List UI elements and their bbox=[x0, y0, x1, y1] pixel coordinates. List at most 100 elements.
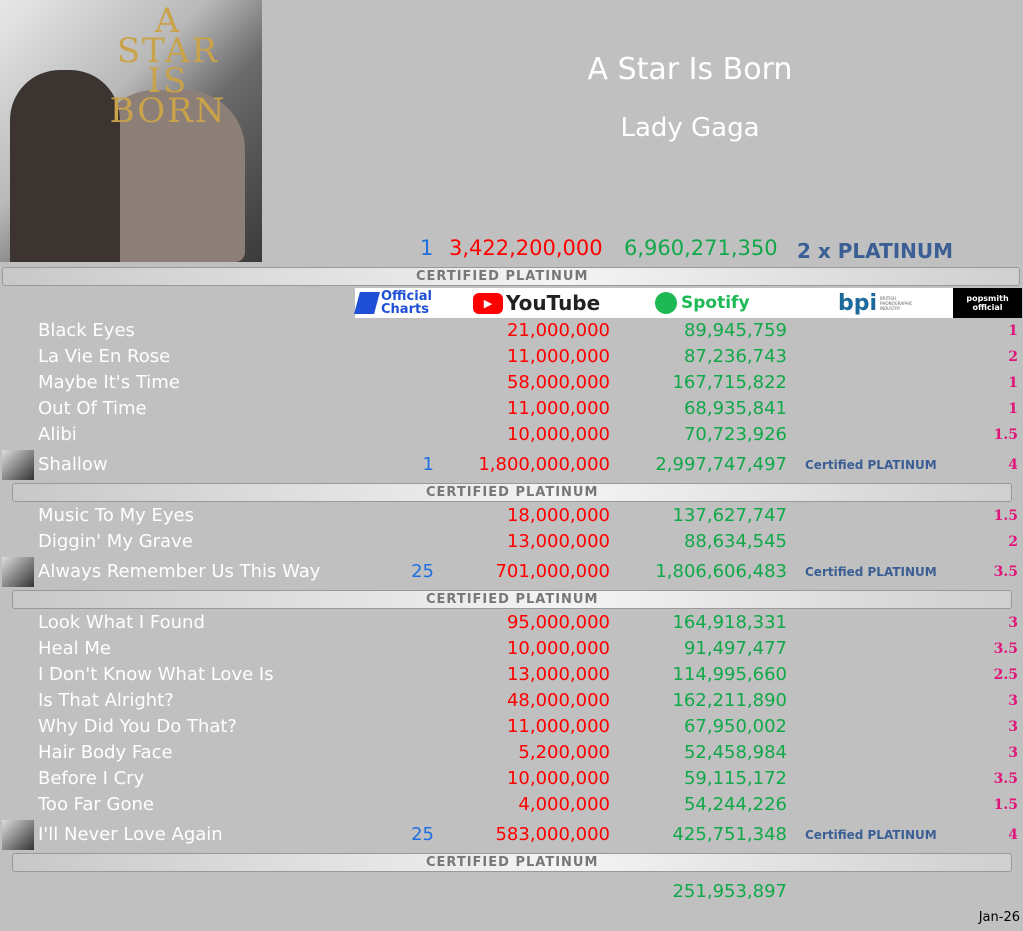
track-row: Look What I Found 95,000,000 164,918,331 3 bbox=[0, 612, 1023, 636]
rating: 1.5 bbox=[993, 427, 1018, 443]
album-cert-bar: CERTIFIED PLATINUM bbox=[2, 267, 1020, 286]
track-title: I Don't Know What Love Is bbox=[38, 664, 274, 685]
rating: 1.5 bbox=[993, 508, 1018, 524]
album-cover-logo: A STAR IS BORN bbox=[109, 1, 227, 131]
youtube-views: 11,000,000 bbox=[506, 346, 610, 367]
spotify-streams: 88,634,545 bbox=[683, 531, 787, 552]
youtube-views: 10,000,000 bbox=[506, 768, 610, 789]
track-title: Music To My Eyes bbox=[38, 505, 194, 526]
rating: 4 bbox=[1008, 827, 1018, 843]
track-row: Out Of Time 11,000,000 68,935,841 1 bbox=[0, 398, 1023, 422]
certification: Certified PLATINUM bbox=[805, 828, 937, 842]
youtube-views: 95,000,000 bbox=[506, 612, 610, 633]
spotify-logo: Spotify bbox=[655, 288, 750, 318]
spotify-streams: 425,751,348 bbox=[672, 824, 787, 845]
spotify-streams: 114,995,660 bbox=[672, 664, 787, 685]
track-row: La Vie En Rose 11,000,000 87,236,743 2 bbox=[0, 346, 1023, 370]
cert-label: CERTIFIED PLATINUM bbox=[426, 592, 599, 607]
single-cert-bar: CERTIFIED PLATINUM bbox=[12, 590, 1012, 609]
spotify-streams: 162,211,890 bbox=[672, 690, 787, 711]
official-charts-icon bbox=[354, 292, 380, 314]
track-row: Hair Body Face 5,200,000 52,458,984 3 bbox=[0, 742, 1023, 766]
play-icon: ▶ bbox=[473, 292, 503, 314]
spotify-streams: 89,945,759 bbox=[683, 320, 787, 341]
chart-peak: 1 bbox=[422, 454, 434, 475]
cert-label: CERTIFIED PLATINUM bbox=[426, 855, 599, 870]
single-cover-thumbnail bbox=[2, 450, 34, 480]
certification: Certified PLATINUM bbox=[805, 565, 937, 579]
track-title: Maybe It's Time bbox=[38, 372, 180, 393]
rating: 3 bbox=[1008, 719, 1018, 735]
youtube-views: 21,000,000 bbox=[506, 320, 610, 341]
extra-spotify-total: 251,953,897 bbox=[672, 881, 787, 902]
youtube-views: 13,000,000 bbox=[506, 664, 610, 685]
spotify-streams: 164,918,331 bbox=[672, 612, 787, 633]
total-certification: 2 x PLATINUM bbox=[797, 239, 954, 263]
track-row: Black Eyes 21,000,000 89,945,759 1 bbox=[0, 320, 1023, 344]
rating: 4 bbox=[1008, 457, 1018, 473]
track-title: Is That Alright? bbox=[38, 690, 174, 711]
rating: 3 bbox=[1008, 745, 1018, 761]
official-charts-logo: Official Charts bbox=[354, 288, 436, 318]
spotify-streams: 52,458,984 bbox=[683, 742, 787, 763]
spotify-icon bbox=[655, 292, 677, 314]
youtube-views: 1,800,000,000 bbox=[478, 454, 610, 475]
single-cover-thumbnail bbox=[2, 557, 34, 587]
track-row: Is That Alright? 48,000,000 162,211,890 3 bbox=[0, 690, 1023, 714]
track-row: Before I Cry 10,000,000 59,115,172 3.5 bbox=[0, 768, 1023, 792]
chart-peak: 25 bbox=[411, 561, 434, 582]
track-title: Before I Cry bbox=[38, 768, 145, 789]
track-row: Maybe It's Time 58,000,000 167,715,822 1 bbox=[0, 372, 1023, 396]
album-title: A Star Is Born bbox=[587, 52, 793, 87]
cert-label: CERTIFIED PLATINUM bbox=[426, 485, 599, 500]
rating: 1 bbox=[1008, 401, 1018, 417]
youtube-views: 18,000,000 bbox=[506, 505, 610, 526]
total-chart-peak: 1 bbox=[420, 236, 434, 260]
rating: 2 bbox=[1008, 349, 1018, 365]
youtube-views: 583,000,000 bbox=[495, 824, 610, 845]
track-row: Alibi 10,000,000 70,723,926 1.5 bbox=[0, 424, 1023, 448]
youtube-views: 701,000,000 bbox=[495, 561, 610, 582]
track-title: I'll Never Love Again bbox=[38, 824, 223, 845]
rating: 3 bbox=[1008, 693, 1018, 709]
track-title: Heal Me bbox=[38, 638, 111, 659]
single-cert-bar: CERTIFIED PLATINUM bbox=[12, 483, 1012, 502]
youtube-views: 4,000,000 bbox=[518, 794, 610, 815]
rating: 2 bbox=[1008, 534, 1018, 550]
spotify-streams: 167,715,822 bbox=[672, 372, 787, 393]
spotify-streams: 1,806,606,483 bbox=[655, 561, 787, 582]
track-title: Black Eyes bbox=[38, 320, 135, 341]
spotify-streams: 70,723,926 bbox=[683, 424, 787, 445]
track-row: Heal Me 10,000,000 91,497,477 3.5 bbox=[0, 638, 1023, 662]
spotify-streams: 68,935,841 bbox=[683, 398, 787, 419]
track-title: Always Remember Us This Way bbox=[38, 561, 321, 582]
cert-label: CERTIFIED PLATINUM bbox=[416, 269, 589, 284]
track-title: Look What I Found bbox=[38, 612, 205, 633]
spotify-streams: 137,627,747 bbox=[672, 505, 787, 526]
certification: Certified PLATINUM bbox=[805, 458, 937, 472]
single-cover-thumbnail bbox=[2, 820, 34, 850]
track-title: Alibi bbox=[38, 424, 77, 445]
extra-total-row: 251,953,897 bbox=[0, 881, 1023, 905]
rating: 3.5 bbox=[993, 771, 1018, 787]
spotify-streams: 91,497,477 bbox=[683, 638, 787, 659]
spotify-streams: 67,950,002 bbox=[683, 716, 787, 737]
youtube-views: 5,200,000 bbox=[518, 742, 610, 763]
single-track-row: Always Remember Us This Way 25 701,000,000… bbox=[0, 557, 1023, 587]
single-track-row: Shallow 1 1,800,000,000 2,997,747,497 Certif… bbox=[0, 450, 1023, 480]
spotify-streams: 2,997,747,497 bbox=[655, 454, 787, 475]
chart-peak: 25 bbox=[411, 824, 434, 845]
track-title: La Vie En Rose bbox=[38, 346, 171, 367]
track-row: Music To My Eyes 18,000,000 137,627,747 1.5 bbox=[0, 505, 1023, 529]
total-spotify: 6,960,271,350 bbox=[624, 236, 778, 260]
youtube-views: 11,000,000 bbox=[506, 716, 610, 737]
rating: 3 bbox=[1008, 615, 1018, 631]
artist-name: Lady Gaga bbox=[620, 113, 760, 143]
youtube-views: 13,000,000 bbox=[506, 531, 610, 552]
source-logos: Official Charts ▶ YouTube Spotify bpi BRIT… bbox=[354, 288, 1022, 318]
track-row: I Don't Know What Love Is 13,000,000 114,9… bbox=[0, 664, 1023, 688]
rating: 3.5 bbox=[993, 641, 1018, 657]
youtube-views: 10,000,000 bbox=[506, 638, 610, 659]
track-title: Too Far Gone bbox=[38, 794, 154, 815]
rating: 1.5 bbox=[993, 797, 1018, 813]
